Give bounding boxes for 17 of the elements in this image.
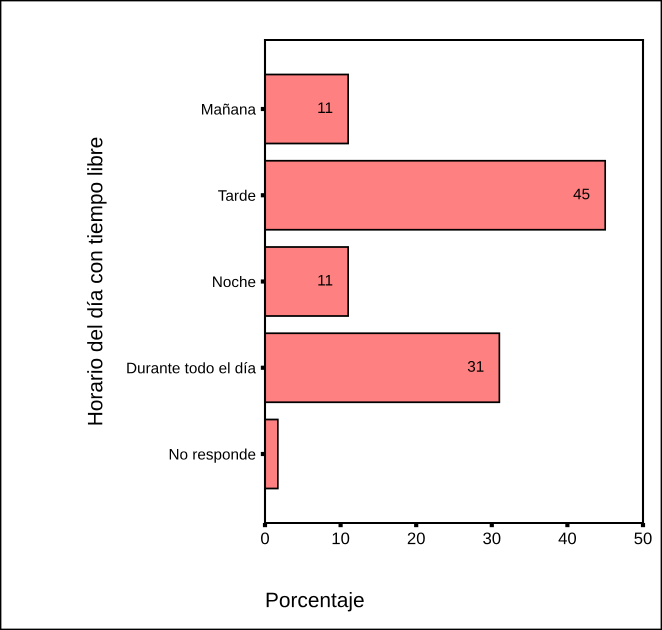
y-tick-label: Noche xyxy=(213,276,256,288)
x-tick-label: 50 xyxy=(634,532,652,544)
y-tick-label: Mañana xyxy=(202,104,256,115)
y-tick-label: No responde xyxy=(170,448,256,463)
x-tick-label: 0 xyxy=(261,532,269,544)
y-axis-title: Horario del día con tiempo libre xyxy=(86,138,107,425)
x-tick-label: 40 xyxy=(558,532,576,544)
x-tick-label: 10 xyxy=(332,532,350,544)
x-tick-label: 30 xyxy=(483,532,500,544)
x-axis-title: Porcentaje xyxy=(266,592,364,612)
data-label: 11 xyxy=(318,274,332,286)
y-tick-label: Tarde xyxy=(218,190,256,201)
data-label: 11 xyxy=(318,102,332,113)
data-label: 45 xyxy=(573,188,590,200)
x-tick-label: 20 xyxy=(408,532,425,544)
data-label: 31 xyxy=(468,361,484,372)
y-tick-label: Durante todo el día xyxy=(127,362,256,374)
